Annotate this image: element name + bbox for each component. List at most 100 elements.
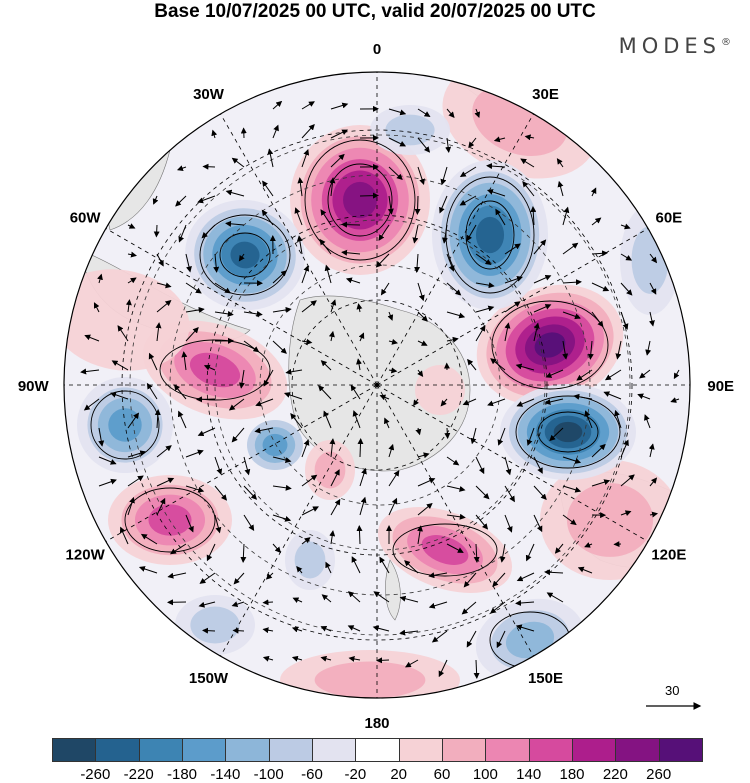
wind-arrow — [323, 410, 332, 429]
wind-arrow — [533, 514, 543, 533]
map-border — [63, 71, 691, 699]
wind-arrow — [417, 369, 424, 377]
wind-arrow — [321, 594, 332, 603]
wind-arrow — [614, 409, 622, 429]
wind-arrow — [356, 303, 363, 313]
legend-swatch — [52, 738, 97, 762]
legend-tick: 180 — [559, 766, 585, 783]
wind-arrow — [272, 124, 279, 139]
wind-arrow — [267, 148, 274, 168]
wind-arrow — [296, 565, 303, 574]
color-legend — [52, 738, 703, 764]
legend-swatch — [138, 738, 183, 762]
contour-line — [445, 176, 535, 294]
wind-arrow — [272, 100, 283, 110]
wind-arrow — [587, 340, 594, 360]
legend-tick: 220 — [602, 766, 628, 783]
wind-arrow — [591, 282, 610, 292]
wind-arrow — [533, 485, 547, 501]
wind-arrow — [475, 456, 485, 475]
wind-arrow — [670, 397, 680, 403]
wind-arrow — [388, 108, 407, 116]
wind-arrow — [459, 166, 477, 178]
wind-arrow — [206, 543, 216, 562]
wind-arrow — [525, 543, 535, 562]
wind-arrow — [292, 597, 303, 603]
wind-arrow — [358, 332, 365, 342]
wind-arrow — [620, 474, 635, 487]
wind-arrow — [530, 206, 537, 226]
wind-arrow — [648, 443, 655, 458]
contour-line — [219, 232, 271, 278]
wind-arrow — [388, 470, 400, 487]
wind-arrow — [417, 502, 433, 516]
wind-arrow — [231, 601, 245, 608]
wind-arrow — [562, 456, 582, 464]
anomaly-band — [190, 606, 240, 644]
wind-arrow — [324, 264, 332, 284]
wind-arrow — [649, 511, 659, 518]
wind-arrow — [185, 253, 192, 273]
wind-arrow — [328, 330, 335, 342]
wind-arrow — [214, 485, 228, 501]
legend-tick: 260 — [646, 766, 672, 783]
wind-arrow — [516, 572, 535, 582]
wind-arrow — [341, 221, 361, 228]
wind-arrow — [272, 340, 287, 354]
wind-arrow — [296, 235, 303, 255]
wind-arrow — [155, 322, 162, 342]
wind-arrow — [417, 452, 430, 459]
wind-arrow — [645, 340, 652, 356]
wind-arrow — [562, 340, 569, 360]
wind-arrow — [272, 514, 292, 522]
wind-arrow — [153, 224, 160, 238]
wind-arrow — [557, 180, 564, 197]
wind-arrow — [199, 572, 216, 584]
wind-arrow — [417, 525, 423, 545]
negative-anomaly — [185, 199, 305, 311]
wind-arrow — [359, 496, 367, 516]
wind-arrow — [347, 625, 361, 632]
wind-arrow — [428, 601, 448, 609]
positive-anomaly — [305, 440, 355, 500]
wind-arrow — [329, 177, 336, 197]
anomaly-band — [566, 483, 654, 557]
wind-arrow — [591, 217, 602, 226]
wind-arrow — [489, 601, 506, 614]
wind-arrow — [446, 543, 464, 553]
parallel — [206, 214, 548, 556]
wind-arrow — [497, 427, 506, 446]
contour-line — [515, 395, 621, 469]
wind-arrow — [388, 137, 407, 147]
wind-arrow — [590, 187, 597, 197]
wind-arrow — [439, 195, 448, 214]
longitude-label: 150E — [528, 670, 563, 687]
wind-arrow — [562, 485, 582, 493]
wind-arrow — [591, 311, 604, 328]
wind-arrow — [524, 134, 535, 141]
wind-arrow — [320, 209, 332, 226]
legend-swatch — [312, 738, 357, 762]
wind-arrow — [297, 177, 304, 197]
wind-arrow — [504, 485, 515, 503]
wind-arrow — [466, 224, 477, 242]
legend-tick: -220 — [123, 766, 154, 783]
wind-arrow — [446, 456, 460, 466]
wind-arrow — [285, 368, 303, 375]
wind-arrow — [584, 542, 593, 548]
wind-arrow — [446, 253, 455, 272]
wind-arrow — [446, 336, 459, 343]
wind-arrow — [185, 449, 204, 458]
longitude-label: 60E — [655, 210, 682, 227]
wind-arrow — [475, 485, 490, 500]
wind-arrow — [329, 530, 336, 545]
wind-arrow — [214, 514, 222, 534]
wind-arrow — [446, 282, 462, 296]
wind-arrow — [486, 189, 506, 197]
wind-arrow — [562, 311, 581, 320]
wind-arrow — [504, 514, 513, 533]
wind-arrow — [473, 543, 480, 563]
wind-arrow — [320, 360, 332, 371]
wind-arrow — [301, 506, 319, 516]
longitude-label: 0 — [373, 41, 381, 58]
